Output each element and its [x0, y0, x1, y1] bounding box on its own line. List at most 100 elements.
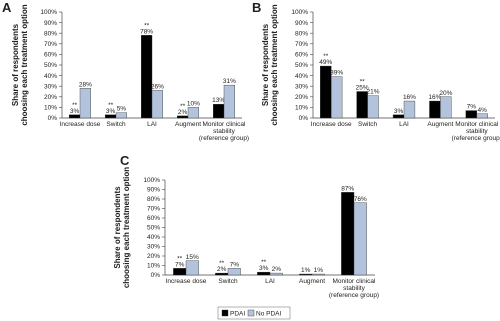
value-label: 87%	[341, 185, 354, 192]
y-tick-label: 10%	[295, 105, 308, 112]
bar	[151, 90, 164, 119]
value-label: 28%	[79, 81, 92, 88]
bar	[173, 268, 187, 276]
panel-label: A	[2, 0, 12, 15]
value-label: 10%	[187, 100, 200, 107]
significance-mark: **	[323, 53, 329, 60]
bar	[227, 268, 241, 276]
value-label: 78%	[140, 28, 153, 35]
y-tick-label: 20%	[295, 94, 308, 101]
value-label: 76%	[354, 196, 367, 203]
value-label: 7%	[175, 261, 185, 268]
significance-mark: **	[219, 260, 225, 267]
y-tick-label: 80%	[295, 30, 308, 37]
x-tick-label: Increase dose	[311, 121, 352, 128]
bar	[299, 273, 313, 276]
y-tick-label: 30%	[295, 83, 308, 90]
x-tick-label: Monitor clinical stability (reference grou…	[329, 278, 379, 299]
value-label: 3%	[106, 108, 116, 115]
y-tick-label: 60%	[44, 52, 57, 59]
value-label: 15%	[186, 254, 199, 261]
bar	[68, 114, 81, 119]
x-tick-label: Monitor clinical stability (reference grou…	[452, 121, 500, 142]
significance-mark: **	[72, 102, 78, 109]
bar	[403, 100, 416, 119]
y-tick-label: 80%	[44, 30, 57, 37]
bar	[465, 110, 478, 119]
y-tick-label: 0%	[48, 115, 58, 122]
value-label: 16%	[403, 94, 416, 101]
value-label: 31%	[223, 78, 236, 85]
value-label: 3%	[394, 108, 404, 115]
bar	[269, 272, 283, 276]
x-tick-label: Switch	[358, 121, 378, 128]
bar	[353, 202, 367, 276]
x-tick-label: LAI	[399, 121, 409, 128]
value-label: 16%	[428, 94, 441, 101]
y-tick-label: 40%	[147, 234, 160, 241]
y-tick-label: 30%	[44, 83, 57, 90]
bar	[476, 113, 488, 119]
legend-label: PDAI	[230, 311, 245, 318]
y-tick-label: 100%	[40, 9, 57, 16]
y-tick-label: 70%	[147, 206, 160, 213]
significance-mark: **	[360, 79, 366, 86]
value-label: 2%	[272, 266, 282, 273]
y-tick-label: 40%	[44, 73, 57, 80]
panel-label: C	[120, 153, 130, 168]
significance-mark: **	[177, 255, 183, 262]
value-label: 2%	[217, 266, 227, 273]
value-label: 49%	[319, 59, 332, 66]
y-tick-label: 80%	[147, 196, 160, 203]
bar	[223, 84, 236, 119]
x-tick-label: Switch	[106, 121, 126, 128]
y-axis-label: Share of respondentschoosing each treatm…	[261, 4, 279, 125]
significance-mark: **	[144, 22, 150, 29]
legend-label: No PDAI	[256, 311, 281, 318]
bar	[440, 96, 452, 119]
y-tick-label: 10%	[147, 263, 160, 270]
y-tick-label: 0%	[299, 115, 309, 122]
y-axis-label: Share of respondentschoosing each treatm…	[113, 167, 131, 288]
x-tick-label: Monitor clinical stability (reference grou…	[199, 121, 249, 142]
bar	[176, 115, 189, 119]
bar	[115, 112, 128, 119]
x-tick-label: Augment	[299, 278, 325, 285]
y-tick-label: 0%	[151, 272, 161, 279]
x-tick-label: Augment	[175, 121, 201, 128]
y-tick-label: 20%	[147, 253, 160, 260]
y-tick-label: 90%	[147, 187, 160, 194]
y-tick-label: 30%	[147, 244, 160, 251]
x-tick-label: Switch	[218, 278, 238, 285]
y-tick-label: 40%	[295, 73, 308, 80]
bar	[185, 260, 199, 276]
y-tick-label: 50%	[295, 62, 308, 69]
bar	[331, 76, 343, 119]
y-tick-label: 90%	[295, 20, 308, 27]
x-tick-label: Increase dose	[60, 121, 101, 128]
y-tick-label: 50%	[44, 62, 57, 69]
legend: PDAI No PDAI	[217, 306, 291, 320]
bar	[341, 192, 355, 276]
significance-mark: **	[108, 102, 114, 109]
bar	[367, 95, 379, 119]
x-tick-label: Augment	[427, 121, 453, 128]
value-label: 1%	[301, 267, 311, 274]
legend-frame	[217, 306, 291, 320]
y-tick-label: 70%	[44, 41, 57, 48]
significance-mark: **	[261, 259, 267, 266]
value-label: 3%	[70, 108, 80, 115]
bar	[392, 114, 405, 119]
value-label: 13%	[212, 97, 225, 104]
significance-mark: **	[180, 103, 186, 110]
value-label: 21%	[367, 89, 380, 96]
value-label: 7%	[230, 261, 240, 268]
y-tick-label: 70%	[295, 41, 308, 48]
value-label: 1%	[314, 267, 324, 274]
bar	[311, 273, 325, 276]
y-tick-label: 60%	[147, 215, 160, 222]
value-label: 26%	[151, 83, 164, 90]
